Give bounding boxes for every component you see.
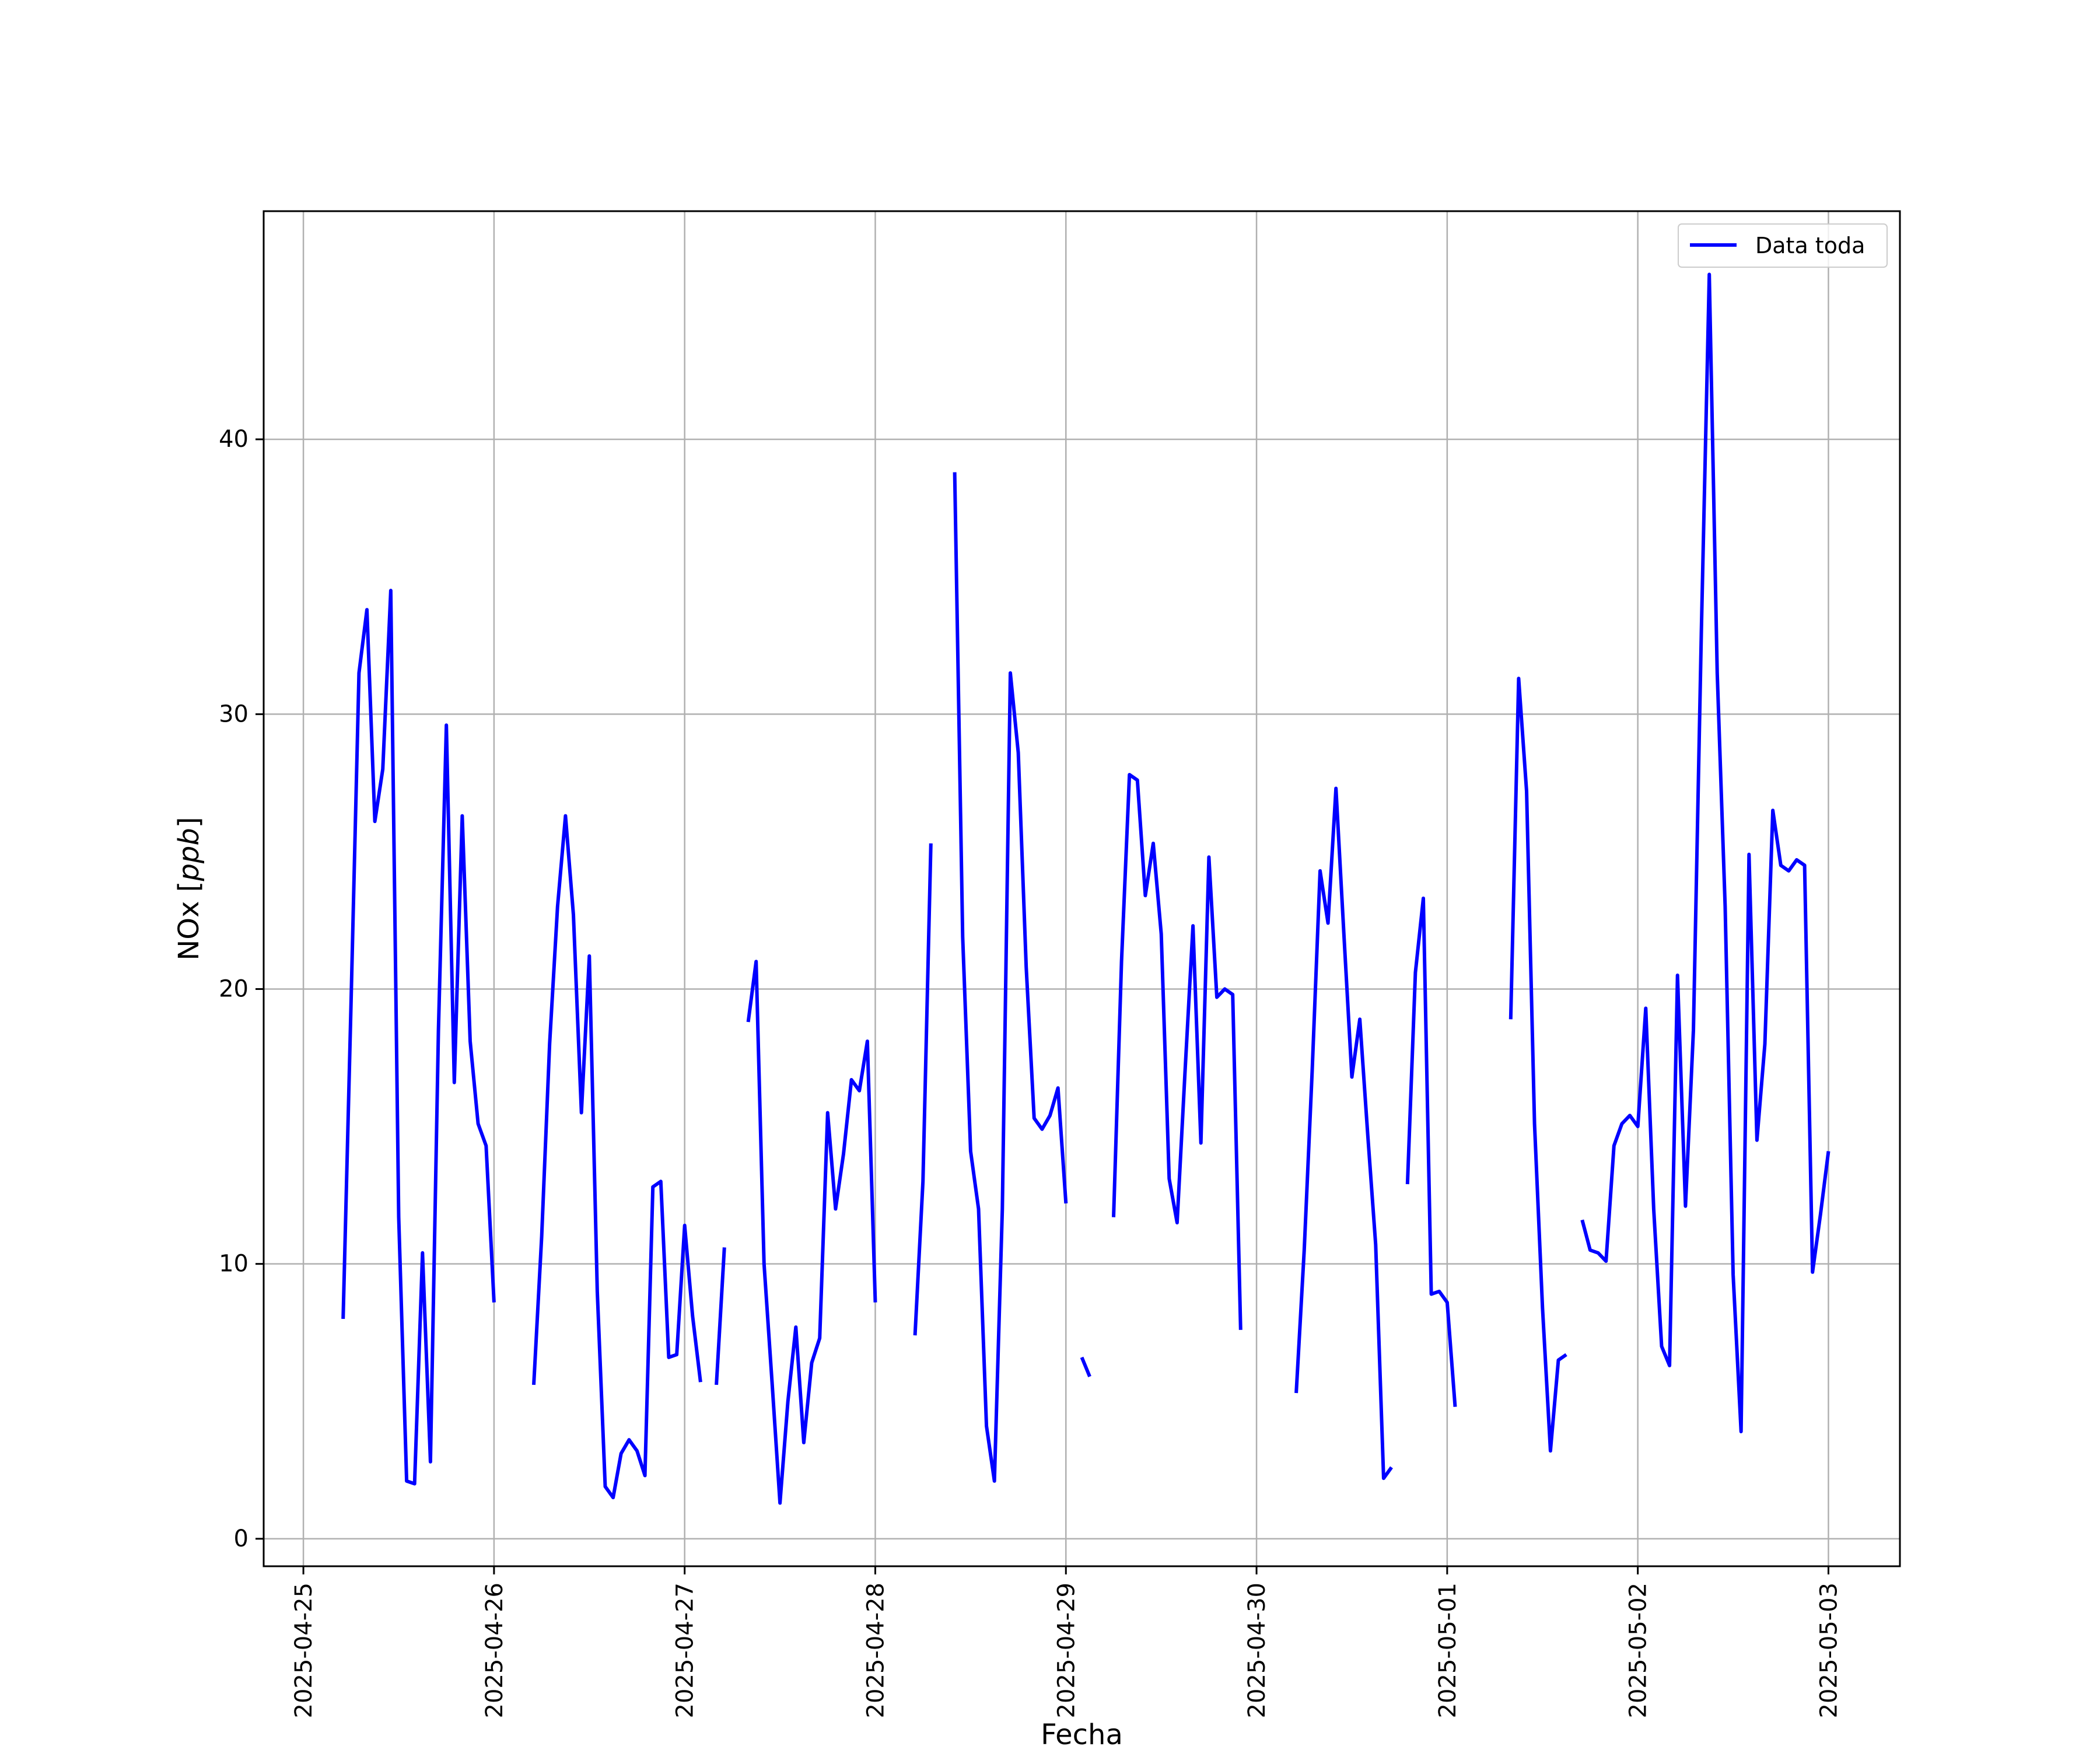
y-tick-label: 20 (219, 975, 249, 1002)
y-axis-label-prefix: NOx [ (173, 881, 205, 961)
y-tick-label: 30 (219, 701, 249, 727)
axis-ticks: 2025-04-25 2025-04-26 2025-04-27 2025-04-28… (219, 426, 1842, 1718)
x-tick-label: 2025-04-30 (1244, 1583, 1270, 1718)
series-line-segment (715, 1247, 726, 1385)
series-data-toda (341, 272, 1831, 1505)
x-tick-label: 2025-04-26 (481, 1583, 508, 1718)
series-line-segment (746, 960, 877, 1505)
y-tick-label: 0 (234, 1525, 249, 1552)
y-tick-label: 10 (219, 1251, 249, 1278)
plot-frame (262, 210, 1901, 1567)
series-line-segment (1580, 272, 1831, 1434)
series-line-segment (1294, 786, 1393, 1480)
series-line-segment (341, 589, 496, 1486)
x-tick-label: 2025-04-25 (290, 1583, 317, 1718)
legend-box (1678, 223, 1888, 268)
x-axis-label: Fecha (1041, 1718, 1123, 1750)
y-axis-label: NOx [ppb] (173, 817, 205, 960)
x-tick-label: 2025-05-01 (1434, 1583, 1461, 1718)
x-tick-label: 2025-04-28 (862, 1583, 889, 1718)
legend: Data toda (1678, 223, 1888, 268)
series-line-segment (1405, 897, 1457, 1407)
grid (264, 211, 1900, 1566)
series-line-segment (1508, 677, 1567, 1453)
legend-label: Data toda (1755, 233, 1865, 258)
x-tick-label: 2025-04-29 (1053, 1583, 1080, 1718)
y-axis-label-unit: ppb (173, 828, 205, 881)
series-line-segment (953, 472, 1068, 1483)
series-line-segment (913, 843, 933, 1336)
y-axis-label-suffix: ] (173, 817, 205, 828)
y-tick-label: 40 (219, 426, 249, 453)
series-line-segment (1080, 1356, 1091, 1378)
x-tick-label: 2025-05-03 (1815, 1583, 1842, 1718)
x-tick-label: 2025-05-02 (1625, 1583, 1652, 1718)
x-tick-label: 2025-04-27 (672, 1583, 699, 1718)
series-line-segment (1112, 773, 1242, 1330)
series-line-segment (532, 814, 702, 1500)
